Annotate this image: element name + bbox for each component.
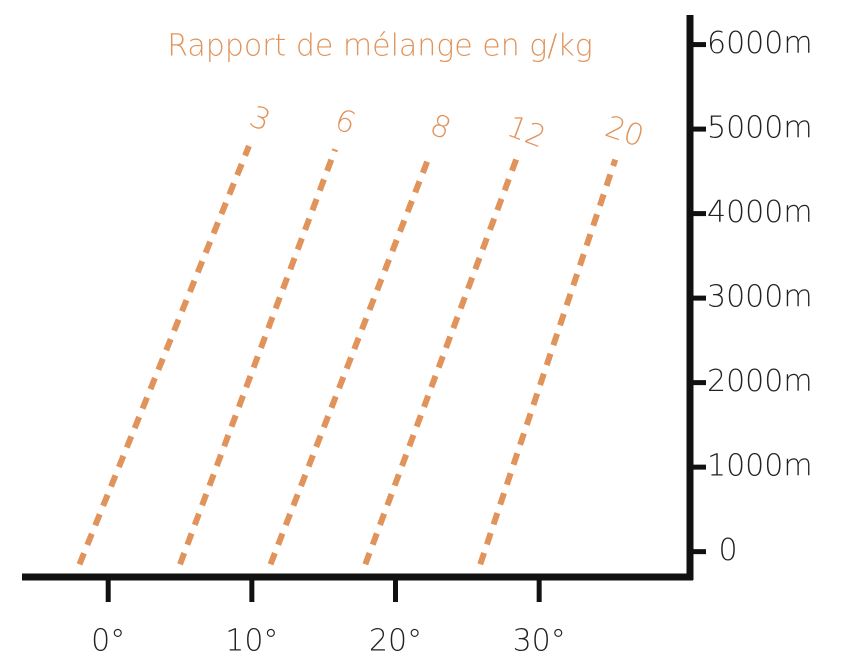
line-label: 3: [244, 99, 275, 139]
line-label: 12: [502, 109, 550, 155]
line-label: 6: [330, 102, 360, 141]
y-tick-label: 6000m: [707, 26, 813, 61]
line-label: 20: [601, 109, 648, 154]
y-tick-label: 2000m: [707, 364, 813, 399]
chart-title: Rapport de mélange en g/kg: [167, 29, 593, 64]
x-tick-label: 20°: [369, 624, 422, 659]
y-tick-label: 5000m: [707, 111, 813, 146]
y-tick-label: 0: [718, 533, 737, 568]
mixing-ratio-line: [177, 148, 338, 566]
y-tick-label: 4000m: [707, 195, 813, 230]
x-tick-label: 10°: [225, 624, 278, 659]
x-tick-label: 0°: [91, 624, 125, 659]
x-tick-label: 30°: [513, 624, 566, 659]
mixing-ratio-line: [362, 158, 519, 566]
mixing-ratio-line: [267, 153, 433, 566]
line-label: 8: [425, 108, 455, 148]
y-tick-label: 1000m: [707, 449, 813, 484]
y-tick-label: 3000m: [707, 280, 813, 315]
mixing-ratio-line: [76, 144, 252, 566]
mixing-ratio-line: [477, 158, 619, 566]
